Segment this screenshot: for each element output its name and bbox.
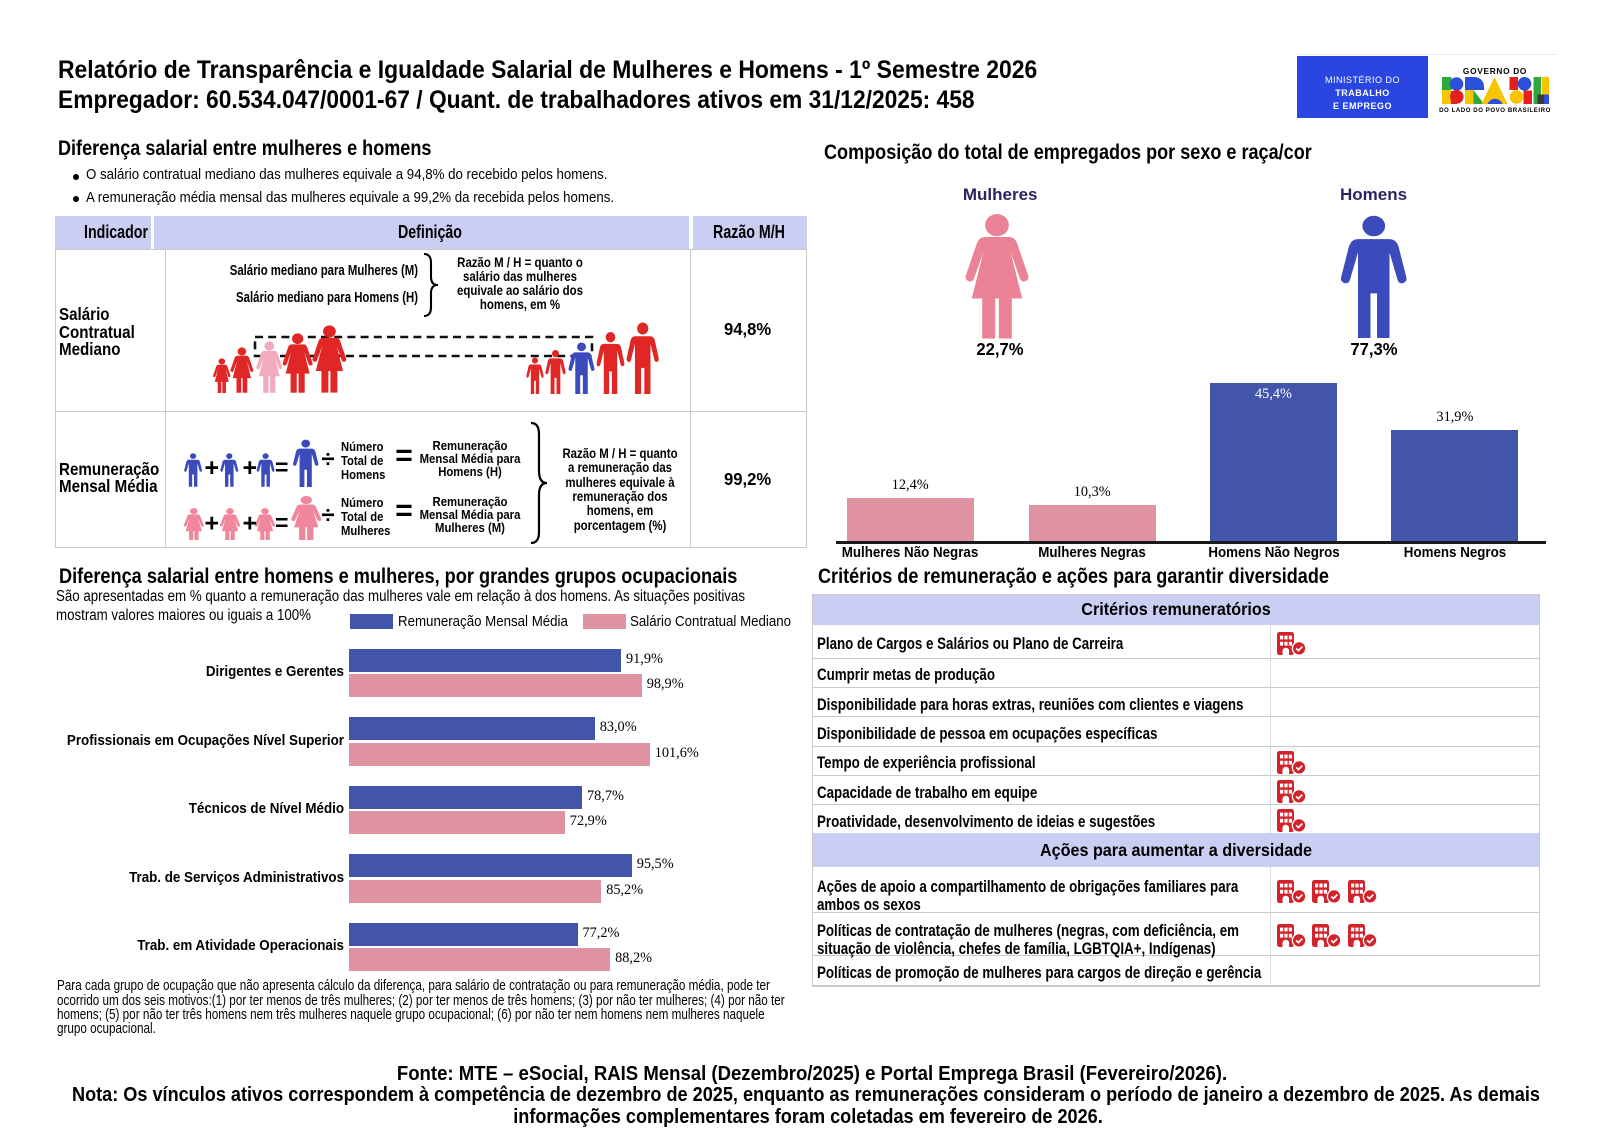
svg-text:+: +	[205, 454, 220, 482]
svg-text:+: +	[243, 454, 258, 482]
svg-text:+: +	[243, 510, 258, 538]
svg-text:=: =	[275, 510, 288, 536]
svg-text:=: =	[275, 454, 288, 480]
svg-text:+: +	[205, 510, 220, 538]
